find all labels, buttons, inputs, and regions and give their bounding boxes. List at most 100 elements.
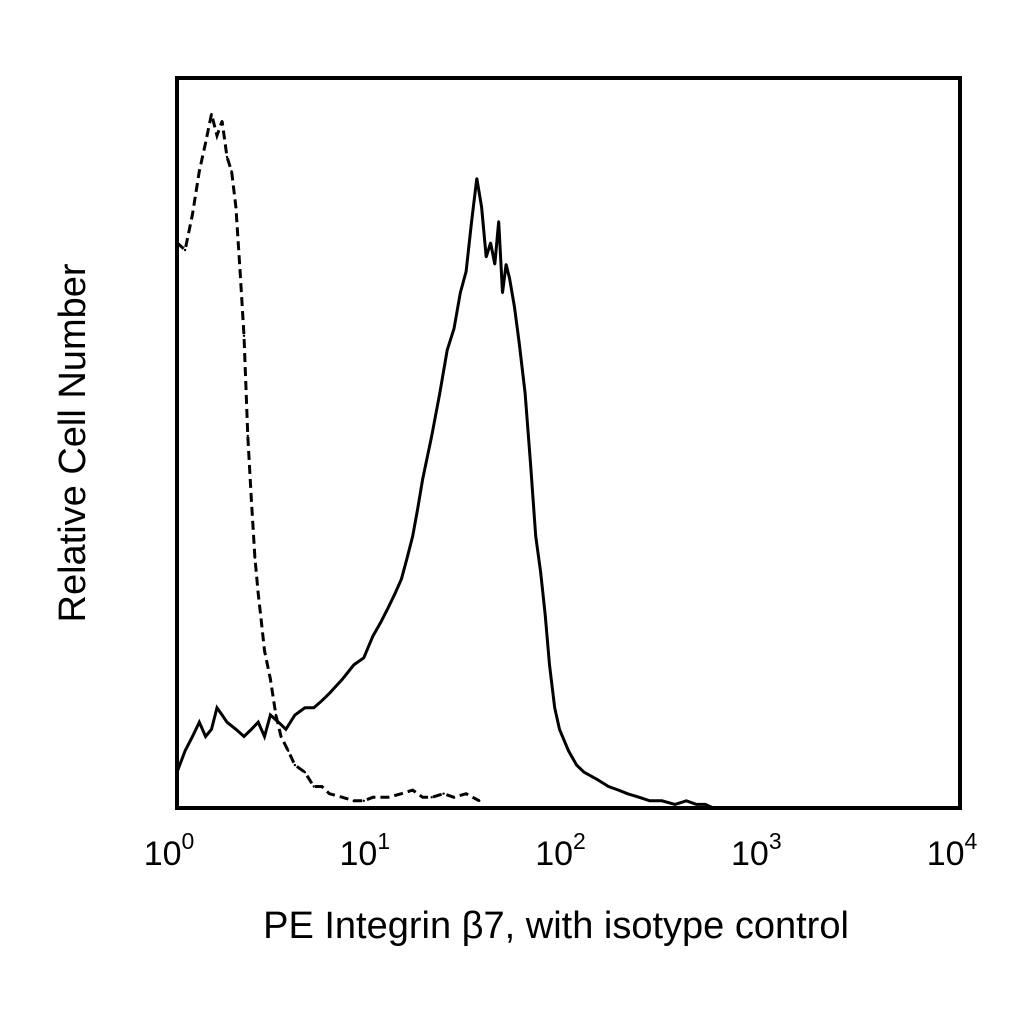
data-point	[411, 534, 414, 538]
data-point	[320, 785, 324, 788]
data-point	[582, 771, 586, 774]
data-point	[504, 263, 508, 266]
data-point	[260, 620, 263, 624]
data-point	[293, 763, 297, 767]
data-point	[406, 556, 409, 559]
data-point	[673, 803, 677, 806]
data-point	[230, 170, 233, 173]
data-point	[352, 663, 355, 667]
data-point	[685, 799, 688, 802]
data-point	[442, 792, 445, 795]
x-tick-label: 104	[927, 828, 978, 873]
data-point	[400, 792, 403, 795]
data-point	[274, 713, 278, 717]
data-point	[553, 706, 556, 709]
data-point	[400, 577, 403, 581]
data-point	[257, 592, 260, 595]
data-point	[501, 291, 504, 295]
histogram-series-dashed	[175, 112, 481, 803]
data-point	[191, 213, 194, 216]
data-point	[183, 248, 187, 252]
data-point	[626, 792, 629, 795]
data-point	[493, 263, 496, 266]
data-point	[430, 796, 433, 799]
plot-frame	[175, 76, 962, 810]
data-point	[303, 706, 307, 709]
data-point	[220, 713, 224, 717]
data-point	[279, 735, 283, 738]
data-point	[225, 155, 229, 159]
x-tick-label: 103	[731, 828, 782, 873]
data-point	[534, 534, 537, 538]
data-point	[371, 635, 374, 638]
data-point	[234, 728, 238, 731]
data-point	[567, 749, 570, 752]
data-point	[712, 806, 715, 810]
data-point	[523, 391, 527, 395]
data-point	[544, 613, 547, 616]
data-point	[595, 778, 599, 781]
x-axis-title: PE Integrin β7, with isotype control	[263, 905, 849, 947]
data-point	[617, 788, 620, 792]
data-point	[257, 721, 260, 724]
data-point	[371, 796, 374, 799]
data-point	[548, 663, 551, 667]
histogram-line	[176, 113, 481, 803]
data-point	[328, 792, 331, 795]
data-point	[198, 721, 201, 724]
data-point	[198, 170, 201, 173]
data-point	[497, 220, 500, 223]
data-point	[312, 706, 315, 709]
data-point	[648, 799, 651, 802]
data-point	[411, 788, 414, 792]
data-point	[575, 763, 578, 767]
data-point	[695, 803, 698, 806]
data-point	[277, 721, 280, 724]
data-point	[263, 649, 266, 652]
data-point	[225, 721, 229, 724]
data-point	[446, 348, 449, 352]
data-point	[242, 735, 246, 738]
data-point	[480, 205, 483, 209]
data-point	[518, 341, 521, 345]
data-point	[312, 785, 315, 788]
data-point	[250, 728, 253, 731]
y-axis-title: Relative Cell Number	[52, 263, 94, 622]
data-point	[464, 792, 468, 795]
data-point	[529, 463, 532, 466]
data-point	[284, 728, 288, 731]
data-point	[263, 735, 266, 738]
x-tick-label: 101	[339, 828, 390, 873]
data-point	[558, 728, 561, 731]
data-point	[341, 678, 344, 681]
data-point	[452, 327, 456, 330]
data-point	[204, 735, 207, 738]
data-point	[393, 592, 397, 595]
data-point	[379, 620, 383, 624]
x-tick-label: 100	[144, 828, 195, 873]
data-point	[607, 785, 610, 788]
data-point	[320, 699, 324, 702]
data-point	[269, 678, 272, 681]
data-point	[464, 270, 468, 273]
data-point	[638, 796, 641, 799]
data-point	[485, 255, 488, 259]
histogram-series-solid	[175, 177, 715, 810]
data-point	[175, 771, 179, 774]
data-point	[210, 112, 213, 116]
data-point	[253, 556, 257, 559]
data-point	[539, 570, 542, 574]
data-point	[362, 656, 365, 659]
data-point	[269, 713, 272, 717]
data-point	[438, 391, 441, 395]
data-point	[470, 220, 473, 223]
data-point	[287, 749, 290, 752]
data-point	[660, 799, 664, 802]
data-point	[489, 241, 492, 244]
histogram-line	[175, 178, 715, 810]
data-point	[478, 799, 481, 802]
data-point	[220, 120, 224, 123]
data-point	[210, 728, 213, 731]
